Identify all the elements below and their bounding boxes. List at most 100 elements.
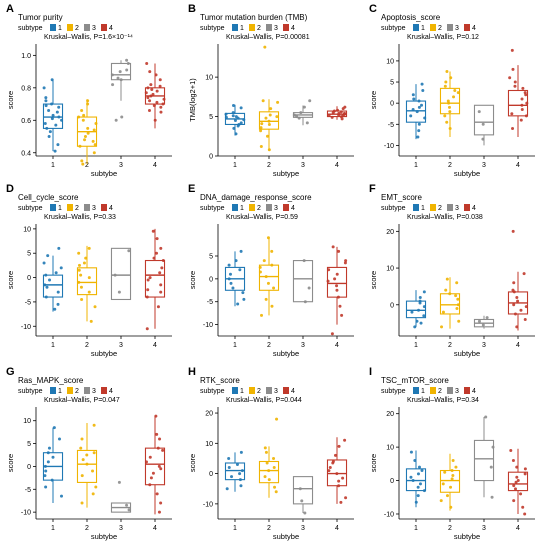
data-point [161,102,165,106]
data-point [56,302,60,306]
panel-letter: E [188,183,195,195]
data-point [151,229,155,233]
data-point [80,159,84,163]
box-group-3 [473,415,495,499]
data-point [127,508,131,512]
data-point [452,95,456,99]
x-tick-label: 4 [335,162,339,169]
data-point [44,273,48,277]
data-point [523,472,527,476]
legend-key-4 [464,387,470,394]
legend-label-1: 1 [240,205,244,212]
data-point [84,256,88,260]
legend-label-2: 2 [257,388,261,395]
y-tick-label: 20 [205,411,213,418]
data-point [276,100,280,104]
data-point [237,122,241,126]
data-point [331,245,335,249]
y-tick-label: 10 [23,226,31,233]
data-point [512,290,516,294]
data-point [83,138,87,142]
data-point [80,109,84,113]
data-point [267,122,271,126]
data-point [113,273,117,277]
data-point [117,480,121,484]
data-point [57,105,61,109]
data-point [441,310,445,314]
data-point [144,91,148,95]
legend-key-4 [101,204,107,211]
y-tick-label: 5 [27,441,31,448]
box-group-3 [292,259,314,304]
box-group-2 [76,423,98,508]
data-point [155,432,159,436]
y-tick-label: -10 [21,510,31,517]
data-point [51,113,55,117]
x-tick-label: 3 [482,162,486,169]
box [110,247,132,301]
y-tick-label: 0 [390,101,394,108]
data-point [159,467,163,471]
y-axis-title: score [6,271,15,289]
legend: subtype 1 2 3 4 [381,204,476,212]
legend-key-4 [464,204,470,211]
data-point [57,115,61,119]
data-point [337,479,341,483]
data-point [47,109,51,113]
data-point [81,162,85,166]
data-point [79,446,83,450]
data-point [116,76,120,80]
legend-key-1 [50,204,56,211]
x-tick-label: 4 [335,525,339,532]
data-point [149,476,153,480]
data-point [511,458,515,462]
box-group-3 [110,58,132,122]
y-tick-label: 10 [386,266,394,273]
x-axis-title: subtybe [273,349,299,358]
data-point [125,58,129,62]
box-group-1 [224,104,246,136]
data-point [512,499,516,503]
legend-label-4: 4 [291,388,295,395]
y-axis-title: score [6,91,15,109]
data-point [449,76,453,80]
y-tick-label: -5 [388,122,394,129]
data-point [56,290,60,294]
data-point [445,69,449,73]
legend-key-1 [232,24,238,31]
data-point [265,134,269,138]
legend-label-1: 1 [240,25,244,32]
y-tick-label: 10 [205,75,213,82]
data-point [300,499,304,503]
stat-annotation: Kruskal–Wallis, P=0.00081 [226,34,310,41]
data-point [412,97,416,101]
data-point [92,151,96,155]
x-tick-label: 1 [414,342,418,349]
data-point [85,453,89,457]
data-point [327,113,331,117]
data-point [417,129,421,133]
data-point [159,110,163,114]
data-point [153,118,157,122]
data-point [299,111,303,115]
data-point [523,512,527,516]
data-point [60,118,64,122]
data-point [239,106,243,110]
legend-label-2: 2 [75,25,79,32]
data-point [59,494,63,498]
panel-title: Tumor mutation burden (TMB) [200,13,308,22]
data-point [454,465,458,469]
data-point [231,286,235,290]
box-group-2 [258,417,280,498]
y-tick-label: 0.4 [21,150,31,157]
data-point [340,313,344,317]
data-point [417,308,421,312]
panel-letter: I [369,366,372,378]
x-tick-label: 4 [153,162,157,169]
data-point [224,112,228,116]
data-point [338,304,342,308]
data-point [146,86,150,90]
data-point [44,104,48,108]
legend-key-4 [464,24,470,31]
data-point [48,278,52,282]
